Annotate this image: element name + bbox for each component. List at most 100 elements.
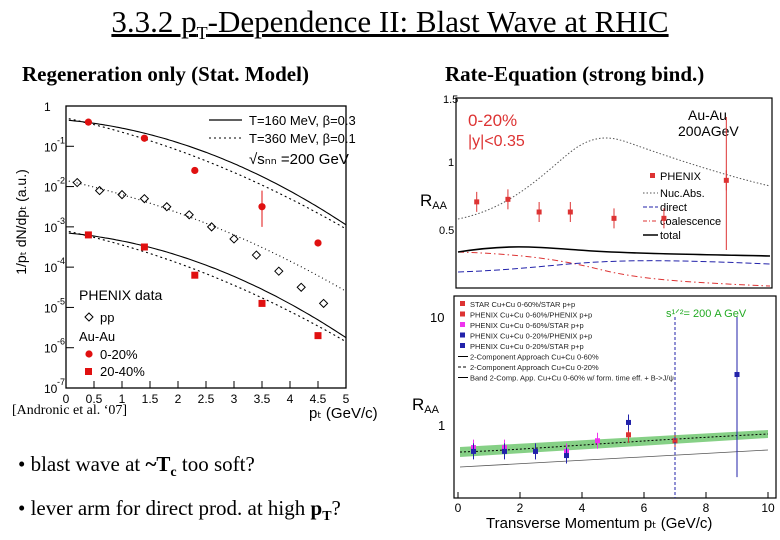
- rb-point: [626, 432, 631, 438]
- data-point-pp: [72, 177, 82, 188]
- rb-point: [595, 438, 600, 444]
- rb-point: [471, 448, 476, 454]
- rt-rapidity: |y|<0.35: [468, 133, 525, 150]
- data-point-pp: [274, 266, 284, 276]
- data-point-pp: [251, 250, 262, 260]
- left-ytick-label: 10: [44, 181, 58, 195]
- left-xtick-label: 3.5: [254, 392, 271, 406]
- data-point-pp: [318, 298, 329, 309]
- legend-line-2: T=360 MeV, β=0.1: [249, 131, 356, 146]
- left-xtick-label: 0.5: [86, 392, 103, 406]
- rb-energy: s¹ᐟ²= 200 A GeV: [666, 308, 747, 320]
- rb-legend-text: STAR Cu+Cu 0-60%/STAR p+p: [470, 300, 575, 309]
- rb-xtick-label: 2: [517, 501, 524, 515]
- left-ytick-label: 10: [44, 301, 58, 315]
- phenix-point: [567, 209, 573, 215]
- rb-point: [564, 453, 569, 459]
- data-point-20-40: [84, 231, 92, 239]
- data-point-pp: [184, 210, 194, 220]
- rb-xtick-label: 10: [761, 501, 775, 515]
- left-ytick-exp: -5: [57, 296, 65, 306]
- rb-xtick-label: 8: [703, 501, 710, 515]
- rb-ytick-1: 1: [438, 418, 445, 433]
- left-ytick-exp: -2: [57, 176, 65, 186]
- phenix-point: [505, 196, 511, 202]
- rt-energy: 200AGeV: [678, 123, 739, 139]
- rb-point: [502, 448, 507, 454]
- bullet-1: • blast wave at ~Tc too soft?: [18, 452, 255, 481]
- data-point-0-20: [84, 118, 92, 126]
- data-point-pp: [229, 234, 239, 244]
- left-xtick-label: 5: [343, 392, 350, 406]
- left-xtick-label: 4: [287, 392, 294, 406]
- bullet-2: • lever arm for direct prod. at high pT?: [18, 496, 341, 525]
- phenix-point: [536, 209, 542, 215]
- rb-legend-marker: [460, 322, 465, 327]
- data-legend-20-40: 20-40%: [100, 364, 145, 379]
- citation: [Andronic et al. ‘07]: [12, 403, 128, 419]
- data-point-pp: [206, 222, 217, 232]
- left-ylabel: 1/pₜ dN/dpₜ (a.u.): [13, 169, 29, 275]
- legend-energy: √sₙₙ =200 GeV: [249, 151, 349, 168]
- rb-xtick-label: 4: [579, 501, 586, 515]
- rb-legend-marker: [460, 332, 465, 338]
- rt-ytick-0: 1.5: [443, 94, 458, 106]
- rb-ytick-0: 10: [430, 310, 444, 325]
- data-legend-0-20: 0-20%: [100, 347, 138, 362]
- raa-cucu-chart: 10 1 RAA 0 2 4 6 8 10 Transverse Momentum pₜ …: [408, 292, 780, 540]
- rb-legend-text: PHENIX Cu+Cu 0-60%/STAR p+p: [470, 321, 584, 330]
- rb-point: [626, 419, 631, 425]
- left-ytick-exp: -3: [57, 216, 65, 226]
- data-point-pp: [94, 185, 105, 196]
- rt-legend-1: Nuc.Abs.: [660, 188, 705, 200]
- model-curve: [68, 119, 347, 226]
- data-legend-pp: pp: [100, 310, 114, 325]
- rt-legend-3: coalescence: [660, 216, 721, 228]
- left-subtitle: Regeneration only (Stat. Model): [22, 62, 309, 86]
- rt-system: Au-Au: [688, 107, 727, 123]
- left-xlabel: pₜ (GeV/c): [309, 405, 378, 422]
- left-ytick-label: 10: [44, 261, 58, 275]
- data-point-0-20: [314, 239, 322, 247]
- legend-line-1: T=160 MeV, β=0.3: [249, 113, 356, 128]
- phenix-point: [661, 215, 667, 221]
- rb-legend-text: 2-Component Approach Cu+Cu 0-20%: [470, 363, 599, 372]
- rb-legend-text: 2-Component Approach Cu+Cu 0-60%: [470, 353, 599, 362]
- data-point-pp: [162, 202, 172, 212]
- rb-legend-text: Band 2-Comp. App. Cu+Cu 0-60% w/ form. t…: [470, 374, 674, 383]
- rt-legend-2: direct: [660, 202, 687, 214]
- rb-xtick-label: 6: [641, 501, 648, 515]
- left-ytick-exp: -4: [57, 256, 65, 266]
- left-ytick-label: 10: [44, 382, 58, 396]
- data-point-0-20: [140, 134, 148, 142]
- data-point-20-40: [140, 243, 148, 251]
- data-point-pp: [296, 282, 306, 292]
- left-xtick-label: 1: [119, 392, 126, 406]
- phenix-point: [474, 199, 480, 205]
- data-point-pp: [117, 189, 127, 200]
- rb-xlabel: Transverse Momentum pₜ (GeV/c): [486, 515, 712, 532]
- rt-legend-4: total: [660, 230, 681, 242]
- right-subtitle: Rate-Equation (strong bind.): [445, 62, 705, 86]
- rb-legend-text: PHENIX Cu+Cu 0-60%/PHENIX p+p: [470, 311, 592, 320]
- left-xtick-label: 2.5: [198, 392, 215, 406]
- data-point-pp: [139, 193, 150, 204]
- slide-title: 3.3.2 pT-Dependence II: Blast Wave at RH…: [111, 4, 669, 44]
- left-ytick-label: 10: [44, 342, 58, 356]
- rt-centrality: 0-20%: [468, 111, 517, 130]
- model-curve: [68, 118, 347, 230]
- left-ytick-exp: -1: [57, 135, 65, 145]
- left-ytick-label: 1: [44, 100, 51, 114]
- spectra-chart: 0 0.5 1 1.5 2 2.5 3 3.5 4 4.5 5 110 -110 -210 -310 -41…: [13, 100, 378, 422]
- raa-auau-chart: 1.5 1 0.5 RAA 0-20% |y|<0.35 Au-Au 200AG…: [420, 94, 773, 289]
- data-point-20-40: [314, 332, 322, 340]
- left-ytick-exp: -6: [57, 337, 65, 347]
- left-ytick-label: 10: [44, 140, 58, 154]
- data-legend-auau: Au-Au: [79, 329, 115, 344]
- rt-ytick-2: 0.5: [439, 225, 454, 237]
- rt-ylabel: RAA: [420, 191, 448, 212]
- left-xtick-label: 0: [63, 392, 70, 406]
- left-xtick-label: 1.5: [142, 392, 159, 406]
- rt-ytick-1: 1: [448, 157, 454, 169]
